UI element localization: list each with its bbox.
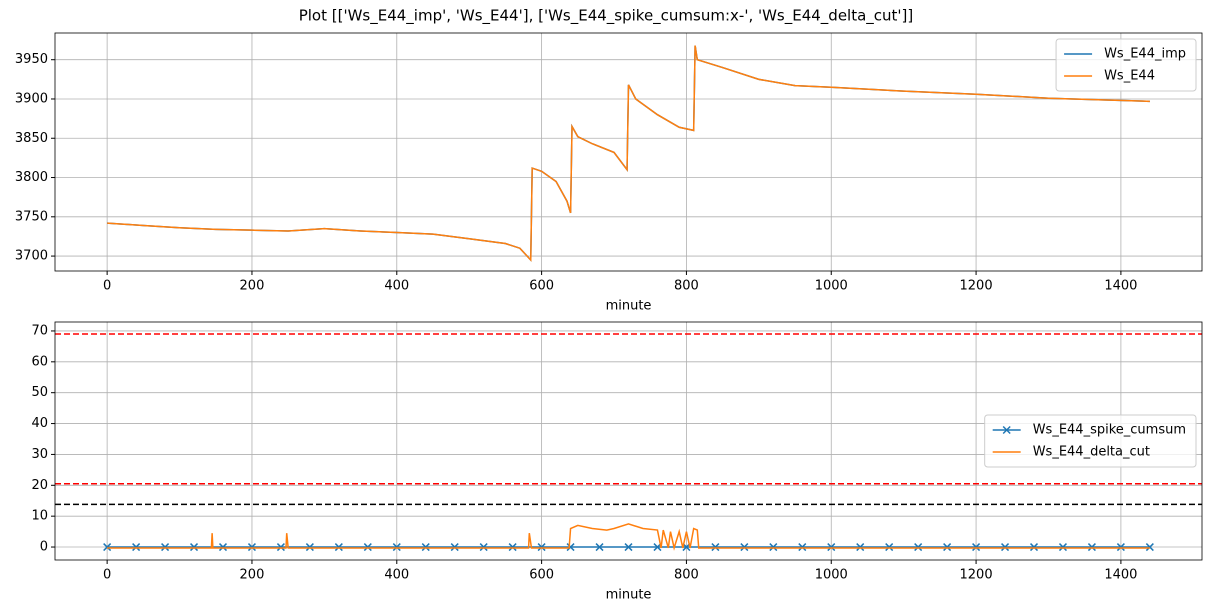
series-line xyxy=(107,45,1150,262)
x-tick-label: 0 xyxy=(103,568,111,583)
y-tick-label: 3950 xyxy=(15,52,48,67)
marker xyxy=(421,543,430,552)
x-tick-label: 1000 xyxy=(815,568,848,583)
marker xyxy=(276,543,285,552)
legend-label: Ws_E44_imp xyxy=(1104,47,1186,62)
series-line xyxy=(107,523,1150,551)
legend: Ws_E44_imp Ws_E44 xyxy=(1055,38,1197,92)
y-tick-label: 3850 xyxy=(15,131,48,146)
legend-marker xyxy=(1002,425,1011,435)
marker xyxy=(537,543,546,552)
marker xyxy=(972,543,981,552)
marker xyxy=(914,543,923,552)
y-tick-label: 3750 xyxy=(15,209,48,224)
y-tick-label: 3900 xyxy=(15,91,48,106)
x-axis-label: minute xyxy=(606,299,652,314)
legend-label: Ws_E44_spike_cumsum xyxy=(1033,423,1186,438)
marker xyxy=(624,543,633,552)
y-tick-label: 3700 xyxy=(15,249,48,264)
marker xyxy=(769,543,778,552)
x-tick-label: 600 xyxy=(529,279,554,294)
x-tick-label: 1400 xyxy=(1104,279,1137,294)
marker xyxy=(392,543,401,552)
marker xyxy=(595,543,604,552)
marker xyxy=(1001,543,1010,552)
marker xyxy=(740,543,749,552)
marker xyxy=(218,543,228,552)
plot-area xyxy=(103,523,1154,552)
y-tick-label: 60 xyxy=(31,354,48,369)
x-axis-label: minute xyxy=(606,588,652,603)
marker xyxy=(1087,543,1096,552)
y-tick-label: 50 xyxy=(31,385,48,400)
y-tick-label: 0 xyxy=(40,540,48,555)
figure-title: Plot [['Ws_E44_imp', 'Ws_E44'], ['Ws_E44… xyxy=(299,7,914,26)
marker xyxy=(334,543,343,552)
marker xyxy=(1145,543,1154,552)
series-line xyxy=(107,45,1150,262)
marker xyxy=(305,543,314,552)
x-tick-label: 400 xyxy=(384,568,409,583)
marker xyxy=(856,543,865,552)
marker xyxy=(1029,543,1039,552)
marker xyxy=(247,543,256,552)
legend-label: Ws_E44 xyxy=(1104,69,1155,84)
marker xyxy=(479,543,488,552)
plot-area xyxy=(107,45,1150,262)
x-tick-label: 800 xyxy=(674,568,699,583)
marker xyxy=(363,543,372,552)
x-tick-label: 0 xyxy=(103,279,111,294)
marker xyxy=(943,543,952,552)
axes-frame xyxy=(54,32,1203,272)
x-tick-label: 200 xyxy=(240,568,265,583)
legend: Ws_E44_spike_cumsum Ws_E44_delta_cut xyxy=(984,414,1197,468)
y-tick-label: 10 xyxy=(31,509,48,524)
y-tick-label: 40 xyxy=(31,416,48,431)
x-tick-label: 200 xyxy=(240,279,265,294)
axes-frame xyxy=(54,321,1203,561)
marker xyxy=(711,543,720,552)
marker xyxy=(132,543,141,552)
x-tick-label: 1400 xyxy=(1104,568,1137,583)
legend-label: Ws_E44_delta_cut xyxy=(1033,445,1150,460)
y-tick-label: 3800 xyxy=(15,170,48,185)
x-tick-label: 600 xyxy=(529,568,554,583)
marker xyxy=(189,543,199,552)
legend-box xyxy=(1055,38,1197,92)
y-tick-label: 20 xyxy=(31,478,48,493)
y-tick-label: 30 xyxy=(31,447,48,462)
legend-box xyxy=(984,414,1197,468)
marker xyxy=(161,543,170,552)
marker xyxy=(450,543,459,552)
marker xyxy=(827,543,836,552)
marker xyxy=(1116,543,1125,552)
marker xyxy=(508,543,517,552)
x-tick-label: 400 xyxy=(384,279,409,294)
marker xyxy=(103,543,112,552)
x-tick-label: 800 xyxy=(674,279,699,294)
x-tick-label: 1200 xyxy=(960,568,993,583)
y-tick-label: 70 xyxy=(31,323,48,338)
marker xyxy=(1058,543,1068,552)
marker xyxy=(798,543,807,552)
x-tick-label: 1000 xyxy=(815,279,848,294)
marker xyxy=(885,543,894,552)
marker xyxy=(566,543,575,552)
x-tick-label: 1200 xyxy=(960,279,993,294)
